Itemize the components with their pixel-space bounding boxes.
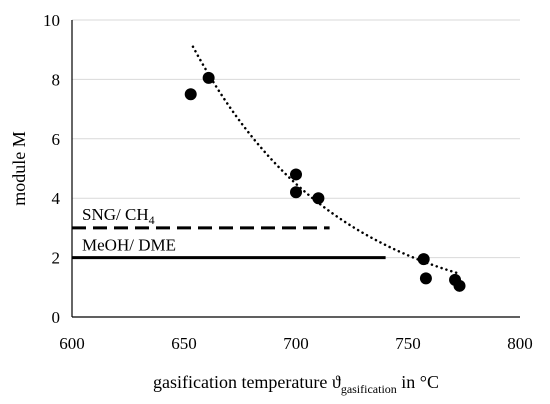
- y-tick-label-4: 4: [52, 189, 61, 208]
- x-axis-label: gasification temperature ϑgasification i…: [153, 372, 439, 396]
- y-tick-label-0: 0: [52, 308, 61, 327]
- x-tick-label-600: 600: [59, 334, 85, 353]
- x-axis-label-text: gasification temperature ϑ: [153, 372, 341, 392]
- annotation-meoh-dme: MeOH/ DME: [82, 236, 176, 255]
- data-point-9: [453, 279, 466, 292]
- tick-labels: 600 650 700 750 800 0 2 4 6 8 10: [43, 11, 533, 353]
- y-tick-label-8: 8: [52, 70, 61, 89]
- x-axis-label-suffix: in °C: [397, 372, 439, 392]
- y-axis-label: module M: [9, 131, 29, 206]
- trendline: [191, 45, 459, 275]
- annotation-sng-ch4: SNG/ CH4: [82, 205, 155, 227]
- y-tick-label-6: 6: [52, 130, 61, 149]
- trendline-group: [191, 45, 459, 275]
- x-tick-label-750: 750: [395, 334, 421, 353]
- data-points: [184, 71, 466, 292]
- axes: [71, 20, 520, 318]
- x-tick-label-700: 700: [283, 334, 309, 353]
- data-point-1: [184, 88, 197, 101]
- reference-lines: [72, 226, 386, 260]
- data-point-7: [419, 272, 432, 285]
- y-tick-label-10: 10: [43, 11, 60, 30]
- x-tick-label-800: 800: [507, 334, 533, 353]
- annotation-sng-text: SNG/ CH: [82, 205, 149, 224]
- data-point-4: [290, 186, 302, 199]
- data-point-3: [290, 168, 302, 181]
- data-point-5: [312, 192, 325, 205]
- annotation-sng-subscript: 4: [149, 213, 155, 227]
- grid-lines: [72, 19, 520, 259]
- x-tick-label-650: 650: [171, 334, 197, 353]
- y-tick-label-2: 2: [52, 249, 61, 268]
- data-point-2: [202, 71, 215, 84]
- data-point-6: [417, 253, 430, 266]
- x-axis-label-subscript: gasification: [341, 382, 397, 396]
